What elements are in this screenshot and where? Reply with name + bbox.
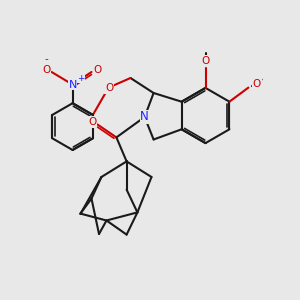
Text: O: O (93, 64, 102, 75)
Text: O: O (253, 79, 261, 89)
Text: N: N (68, 80, 77, 90)
Text: O: O (201, 56, 210, 66)
Text: O: O (105, 83, 113, 93)
Text: O: O (42, 64, 50, 75)
Text: +: + (77, 74, 85, 82)
Text: N: N (140, 110, 149, 124)
Text: O: O (88, 117, 96, 127)
Text: -: - (44, 54, 48, 64)
